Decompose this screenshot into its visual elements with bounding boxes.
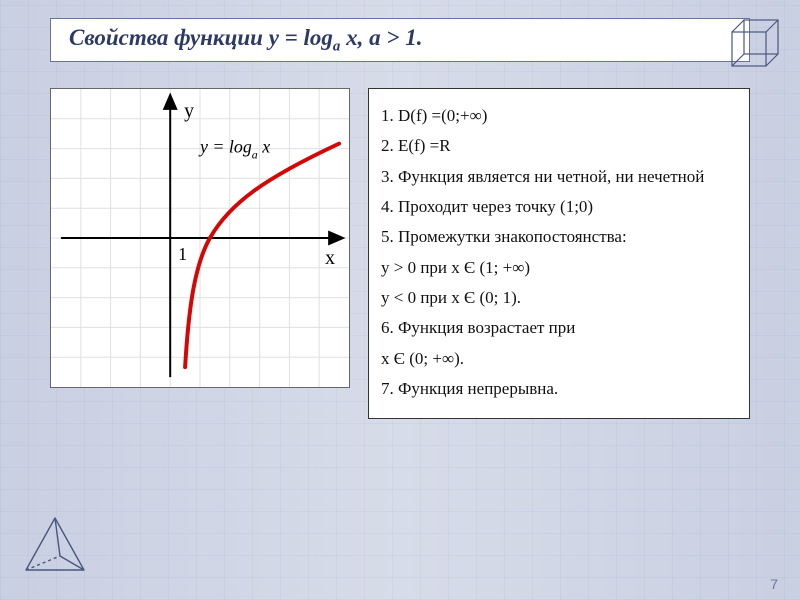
prop-range: 2. E(f) =R <box>381 133 737 159</box>
page-title: Свойства функции y = loga x, a > 1. <box>50 18 750 62</box>
prop-sign-pos: y > 0 при x Є (1; +∞) <box>381 255 737 281</box>
properties-panel: 1. D(f) =(0;+∞) 2. E(f) =R 3. Функция яв… <box>368 88 750 419</box>
prop-parity: 3. Функция является ни четной, ни нечетн… <box>381 164 737 190</box>
title-suffix: x, a > 1. <box>340 25 422 50</box>
tick-1-label: 1 <box>178 244 187 264</box>
log-curve <box>185 144 339 368</box>
title-prefix: Свойства функции y = log <box>69 25 333 50</box>
prop-sign-neg: y < 0 при x Є (0; 1). <box>381 285 737 311</box>
prop-monotone: 6. Функция возрастает при <box>381 315 737 341</box>
prop-domain: 1. D(f) =(0;+∞) <box>381 103 737 129</box>
prop-sign-intervals: 5. Промежутки знакопостоянства: <box>381 224 737 250</box>
log-chart: y x 1 y = loga x <box>50 88 350 388</box>
x-axis-label: x <box>325 247 335 269</box>
tetrahedron-icon <box>20 512 90 582</box>
prop-monotone-interval: x Є (0; +∞). <box>381 346 737 372</box>
prop-point: 4. Проходит через точку (1;0) <box>381 194 737 220</box>
page-number: 7 <box>770 576 778 592</box>
cube-icon <box>722 14 782 74</box>
title-text: Свойства функции y = loga x, a > 1. <box>69 25 422 56</box>
prop-continuous: 7. Функция непрерывна. <box>381 376 737 402</box>
y-axis-label: y <box>184 100 194 122</box>
